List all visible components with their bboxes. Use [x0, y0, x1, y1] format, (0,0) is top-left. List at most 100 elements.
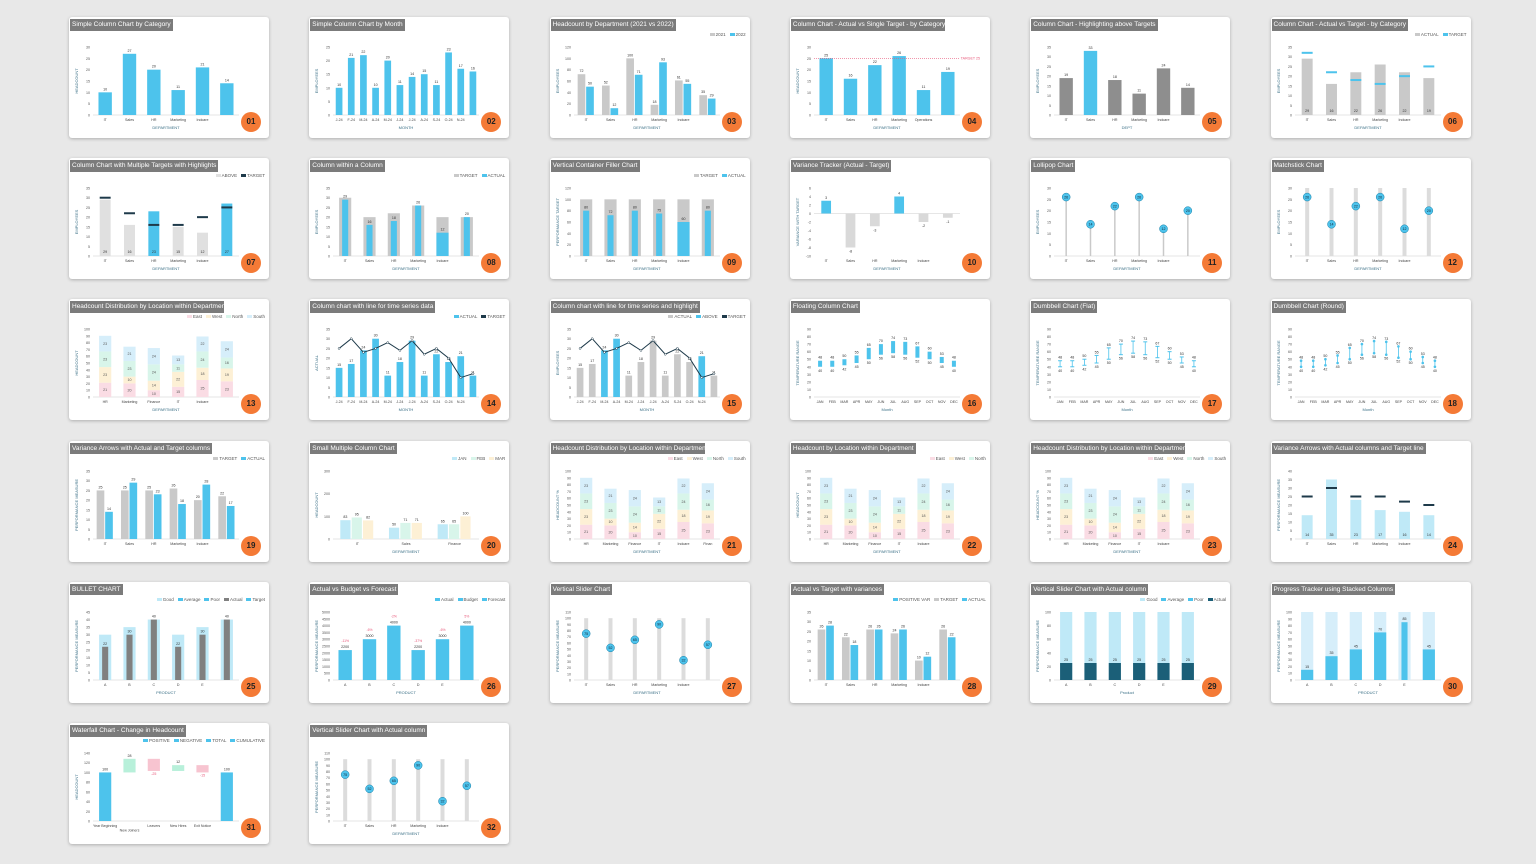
chart-card[interactable]: 0 10 20 30 40 50 60 70 80 90 JAN FEB MAR APR MAY JUN JUL… — [789, 299, 990, 421]
range-end — [1299, 359, 1302, 363]
x-tick-label: IT — [824, 259, 828, 263]
y-tick-label: 100 — [805, 469, 811, 473]
chart-card[interactable]: 0 5 10 15 20 25 30 35 40 45 A B C D E PRODUCT PERFORMANC… — [69, 581, 269, 703]
range-end — [1143, 354, 1148, 356]
chart-card[interactable]: 0 10 20 30 40 50 60 70 80 90 100 HR Marketing Finance… — [69, 299, 269, 421]
y-tick-label: 20 — [1288, 503, 1292, 507]
chart-title: Headcount Distribution by Location withi… — [70, 301, 224, 313]
legend-label: Target — [252, 596, 265, 602]
chart-card[interactable]: -10 -8 -6 -4 -2 0 2 4 6 IT Sales HR Marketing Indcare… — [789, 158, 990, 280]
chart-card[interactable]: 0 10 20 30 40 50 60 70 80 90 JAN FEB MAR APR MAY JUN JUL… — [1270, 299, 1471, 421]
bar — [469, 376, 477, 398]
chart-card[interactable]: 0 500 1000 1500 2000 2500 3000 3500 4000 4500 5000… — [309, 581, 510, 703]
chart-card[interactable]: 0 5 10 15 20 25 30 35 J-24 F-24 M-24 A-24 M-24 J-24 J-… — [549, 299, 750, 421]
bar — [384, 376, 392, 398]
chart-card[interactable]: 0 5 10 15 20 25 30 IT Sales HR Marketing Indcare DEP… — [69, 17, 269, 138]
x-tick-label: Finance — [628, 542, 641, 546]
chart-card[interactable]: 0 5 10 15 20 25 J-24 F-24 M-24 A-24 M-24 J-24 J-24 A-… — [309, 17, 510, 138]
legend-label: FEB — [476, 455, 486, 461]
data-label: 24 — [1162, 499, 1166, 503]
y-tick-label: 30 — [567, 660, 571, 664]
chart-card[interactable]: 0 5 10 15 20 25 30 35 IT Sales HR Marketing Indcare D… — [69, 158, 269, 280]
data-label: 56 — [903, 357, 907, 361]
data-label: 55 — [685, 79, 689, 83]
bar — [673, 354, 681, 398]
chart-card[interactable]: 0 5 10 15 20 25 30 IT Sales HR Marketing Indcare DEP… — [1270, 158, 1471, 280]
x-tick-label: Indcare — [1398, 118, 1410, 122]
chart-card[interactable]: 0 10 20 30 40 50 60 70 80 90 100 110 IT Sales HR Market… — [309, 723, 510, 844]
y-tick-label: 60 — [326, 782, 330, 786]
x-tick-label: HR — [632, 683, 638, 687]
data-label: 14 — [1186, 83, 1190, 87]
target-label: TARGET 25 — [961, 57, 980, 61]
chart-card[interactable]: 0 5 10 15 20 25 30 35 IT Sales HR Marketing Indcare P… — [69, 440, 269, 562]
chart-card[interactable]: 0 5 10 15 20 25 30 35 IT Sales HR Marketing Indcare 2… — [789, 581, 990, 703]
y-tick-label: 15 — [807, 80, 811, 84]
x-tick-label: Marketing — [891, 683, 907, 687]
chart-card[interactable]: 0 10 20 30 40 50 60 70 80 90 100 110 IT Sales HR Market… — [549, 581, 750, 703]
y-tick-label: 50 — [567, 503, 571, 507]
legend-label: NEGATIVE — [179, 738, 203, 743]
value-marker — [630, 635, 639, 644]
chart-card[interactable]: 0 10 20 30 40 50 60 70 80 90 100 HR Marketing Finance… — [789, 440, 990, 562]
chart-card[interactable]: 0 5 10 15 20 25 30 IT Sales HR Marketing Indcare DEP… — [1030, 158, 1231, 280]
chart-card[interactable]: 0 10 20 30 40 50 60 70 80 90 100 HR Marketing Finance… — [1030, 440, 1231, 562]
y-tick-label: 10 — [326, 86, 330, 90]
data-label: 82 — [366, 515, 370, 519]
data-label: 48 — [1070, 356, 1074, 360]
data-label: 48 — [1311, 356, 1315, 360]
chart-card[interactable]: 0 20 40 60 80 100 120 IT Sales HR Marketing Indcare… — [549, 17, 750, 138]
chart-card[interactable]: 0 5 10 15 20 25 30 35 40 IT Sales HR Marketing Indcar… — [1270, 440, 1471, 562]
x-tick-label: JAN — [817, 400, 824, 404]
data-label: 20 — [1089, 530, 1093, 534]
data-label: 26 — [941, 624, 945, 628]
legend-swatch — [215, 174, 221, 178]
data-label: 25 — [1186, 658, 1190, 662]
y-axis-title: HEADCOUNT — [795, 491, 800, 517]
data-label: 23 — [1186, 529, 1190, 533]
slider-track — [440, 759, 445, 821]
chart-card[interactable]: 0 5 10 15 20 25 30 35 IT Sales HR Marketing Indcare D… — [1030, 17, 1231, 138]
legend-swatch — [962, 597, 968, 601]
data-label: 14 — [1113, 525, 1117, 529]
chart-card[interactable]: 0 20 40 60 80 100 120 140 Year Beginning New Join… — [69, 723, 269, 844]
chart-card[interactable]: 0 100 200 300 IT Sales Finance DEPARTMENT HEADCO… — [309, 440, 510, 562]
data-label: 19 — [225, 373, 229, 377]
target-point — [374, 347, 378, 351]
x-tick-label: Operations — [915, 118, 933, 122]
chart-card[interactable]: 0 10 20 30 40 50 60 70 80 90 100 A B C D E PRODUCT PERFOR… — [1270, 581, 1471, 703]
chart-card[interactable]: 0 20 40 60 80 100 120 IT Sales HR Marketing Indcare… — [549, 158, 750, 280]
data-label: 16 — [1329, 109, 1333, 113]
y-tick-label: 25 — [326, 206, 330, 210]
data-label: 50 — [927, 362, 931, 366]
chart-card[interactable]: 0 10 20 30 40 50 60 70 80 90 100 HR Marketing Finance… — [549, 440, 750, 562]
y-tick-label: 50 — [86, 362, 90, 366]
chart-legend: Good Average Poor Actual — [1140, 597, 1226, 602]
y-tick-label: 0 — [88, 255, 90, 259]
chart-card[interactable]: 0 5 10 15 20 25 30 35 J-24 F-24 M-24 A-24 M-24 J-24 J-… — [309, 299, 510, 421]
value-marker — [1086, 220, 1095, 229]
chart-card[interactable]: 0 5 10 15 20 25 30 35 IT Sales HR Marketing Indcare D… — [309, 158, 510, 280]
chart-card[interactable]: 0 10 20 30 40 50 60 70 80 90 JAN FEB MAR APR MAY JUN JUL… — [1030, 299, 1231, 421]
data-label: 13 — [1137, 500, 1141, 504]
stack-segment — [172, 387, 185, 398]
y-tick-label: 15 — [1288, 84, 1292, 88]
chart-title: Small Multiple Column Chart — [310, 442, 397, 455]
data-label: 10 — [632, 533, 636, 537]
data-label: 16 — [225, 362, 229, 366]
bar — [102, 646, 109, 680]
x-axis-title: DEPARTMENT — [1354, 266, 1382, 271]
chart-card[interactable]: 0 20 40 60 80 100 A B C D E Product PERFORMANCE MEAS… — [1030, 581, 1231, 703]
x-tick-label: Finance — [868, 542, 881, 546]
data-label: 100 — [463, 511, 469, 515]
bar — [1083, 50, 1098, 116]
x-tick-label: Indcare — [677, 683, 689, 687]
data-label: 23 — [225, 388, 229, 392]
chart-card[interactable]: 0 5 10 15 20 25 30 35 IT Sales HR Marketing Indcare D… — [1270, 17, 1471, 138]
chart-title: Variance Tracker (Actual - Target) — [790, 160, 892, 172]
chart-card[interactable]: 0 5 10 15 20 25 30 IT Sales HR Marketing Operations… — [789, 17, 990, 138]
